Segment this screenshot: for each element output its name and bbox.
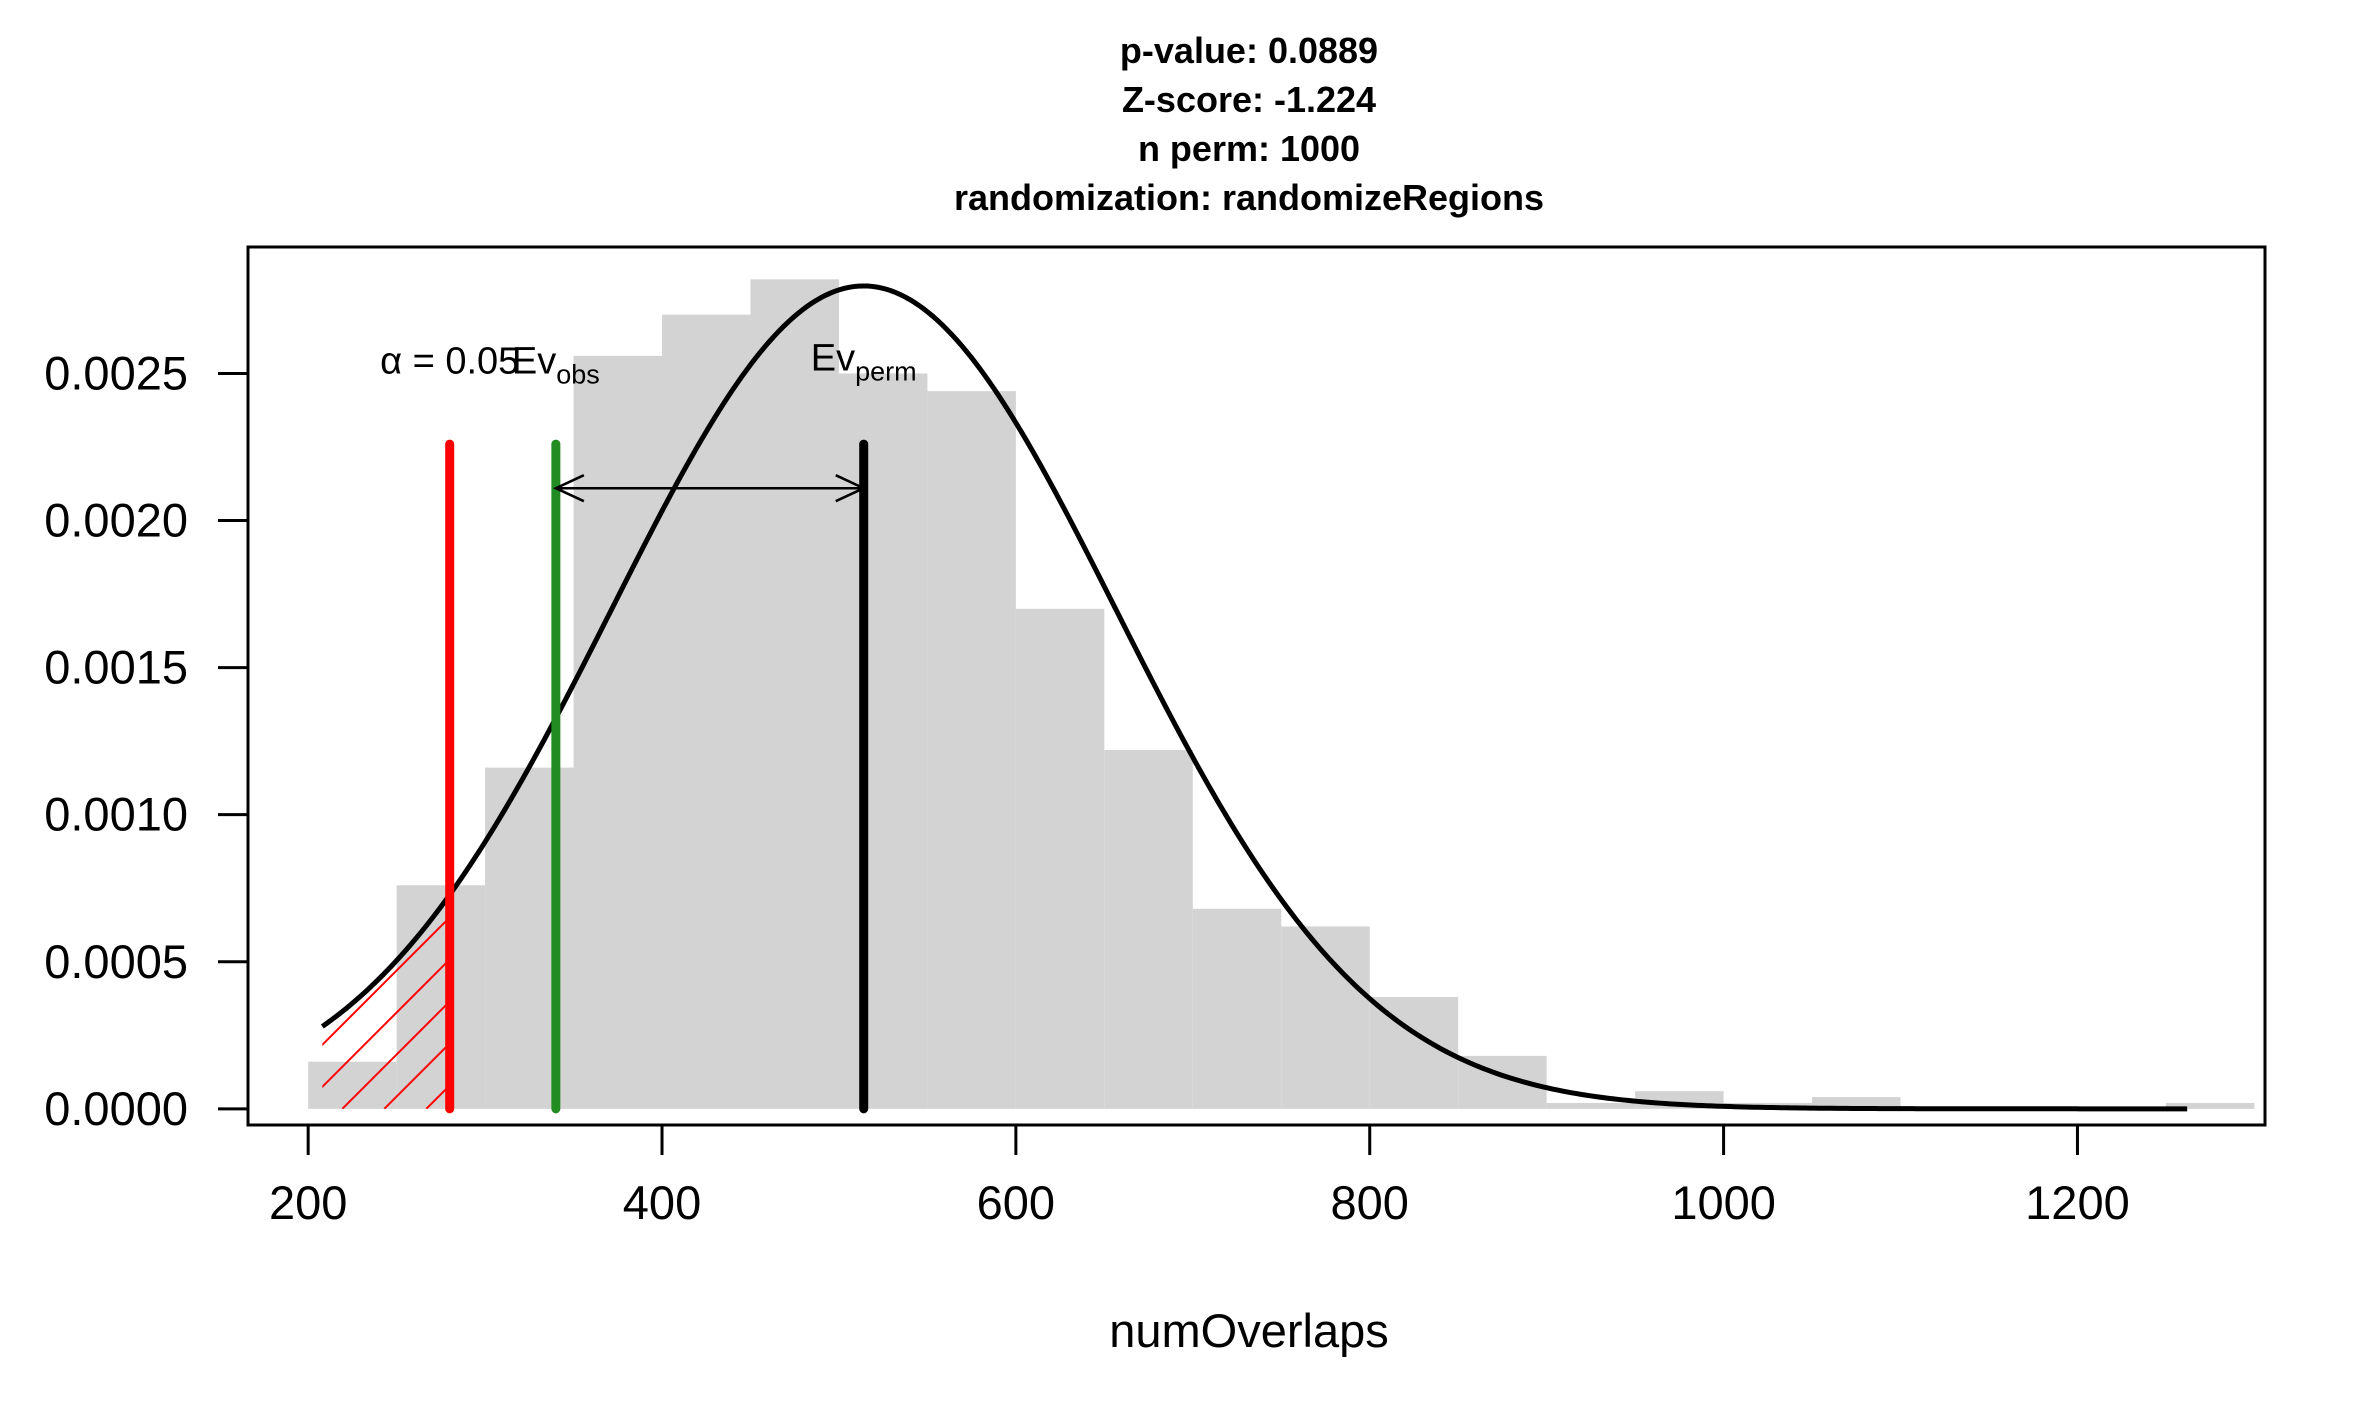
title-randomization: randomization: randomizeRegions: [954, 177, 1544, 218]
histogram-bar: [1369, 997, 1459, 1109]
y-tick-label: 0.0005: [44, 935, 188, 988]
plot-frame: [246, 245, 2267, 1127]
hatch-line: [383, 894, 450, 1109]
histogram-bar: [2165, 1102, 2255, 1109]
observed-label: Evobs: [512, 340, 600, 389]
histogram-bar: [1546, 1102, 1636, 1109]
hatch-line: [322, 894, 450, 1109]
y-axis: 0.0000 0.0005 0.0010 0.0015 0.0020 0.0025: [44, 346, 248, 1135]
title-zscore: Z-score: -1.224: [1122, 79, 1376, 120]
title-pvalue: p-value: 0.0889: [1120, 30, 1378, 71]
x-tick-label: 1200: [2025, 1176, 2130, 1229]
hatch-line: [322, 894, 450, 1109]
y-tick-label: 0.0015: [44, 641, 188, 694]
x-tick-label: 800: [1331, 1176, 1409, 1229]
y-tick-label: 0.0020: [44, 494, 188, 547]
y-tick-label: 0.0010: [44, 788, 188, 841]
title-nperm: n perm: 1000: [1138, 128, 1360, 169]
histogram-bar: [1812, 1097, 1901, 1109]
alpha-label: α = 0.05: [380, 340, 519, 382]
x-tick-label: 1000: [1671, 1176, 1776, 1229]
chart-title: p-value: 0.0889 Z-score: -1.224 n perm: …: [954, 30, 1544, 218]
permuted-label: Evperm: [811, 337, 917, 386]
x-tick-label: 600: [977, 1176, 1055, 1229]
y-tick-label: 0.0000: [44, 1082, 188, 1135]
normal-density-curve: [320, 283, 2188, 1112]
arrow-head-left: [552, 474, 585, 503]
histogram-bar: [1192, 908, 1282, 1109]
histogram-bars: [308, 279, 2255, 1109]
histogram-bar: [1104, 749, 1193, 1109]
histogram-bar: [573, 355, 663, 1109]
x-tick-label: 200: [269, 1176, 347, 1229]
y-tick-label: 0.0025: [44, 346, 188, 399]
x-axis-title: numOverlaps: [1109, 1304, 1389, 1357]
histogram-bar: [927, 391, 1016, 1109]
arrow-head-right: [835, 474, 867, 503]
hatch-line: [341, 894, 450, 1109]
histogram-bar: [1015, 608, 1105, 1109]
x-axis: 200 400 600 800 1000 1200: [269, 1125, 2130, 1229]
histogram-bar: [662, 314, 751, 1109]
histogram-bar: [838, 373, 928, 1109]
histogram-bar: [396, 885, 486, 1109]
x-tick-label: 400: [623, 1176, 701, 1229]
difference-arrow: [552, 474, 867, 503]
histogram-bar: [750, 279, 839, 1109]
